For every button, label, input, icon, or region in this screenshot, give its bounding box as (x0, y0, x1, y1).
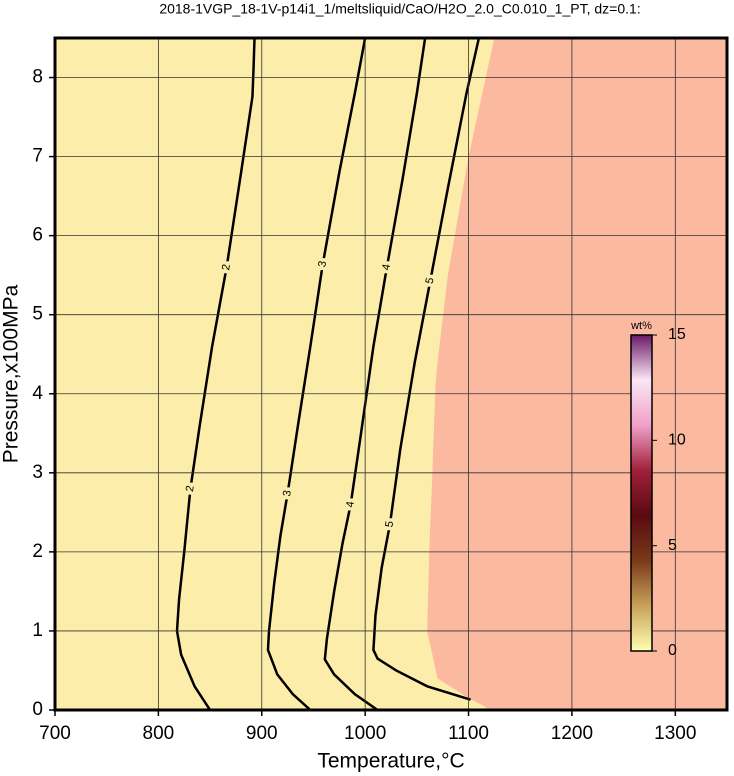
chart-title: 2018-1VGP_18-1V-p14i1_1/meltsliquid/CaO/… (159, 1, 640, 17)
colorbar-tick-label: 5 (668, 537, 677, 554)
x-tick-label: 900 (246, 723, 278, 744)
contour-label: 3 (281, 489, 294, 497)
colorbar-tick-label: 0 (668, 642, 677, 659)
contour-label-bg (282, 487, 293, 500)
y-tick-label: 4 (32, 383, 43, 404)
contour-label-bg (381, 261, 392, 274)
x-tick-label: 800 (143, 723, 175, 744)
colorbar (630, 334, 653, 652)
x-tick-label: 700 (39, 723, 71, 744)
y-tick-label: 5 (32, 304, 43, 325)
contour-line (372, 38, 481, 701)
contour-label-bg (185, 482, 196, 495)
y-tick-label: 2 (32, 541, 43, 562)
contour-label-bg (345, 498, 356, 511)
contour-label-bg (384, 518, 395, 531)
contour-label: 2 (220, 263, 233, 271)
contour-label: 3 (316, 260, 329, 268)
y-tick-label: 7 (32, 146, 43, 167)
contour-line (323, 38, 427, 710)
plot-frame (53, 36, 729, 712)
colorbar-label: wt% (630, 320, 652, 332)
colorbar-tick-label: 15 (668, 326, 686, 343)
x-tick-label: 1000 (344, 723, 386, 744)
contour-label-bg (221, 261, 232, 274)
colorbar-tick-label: 10 (668, 432, 686, 449)
y-tick-label: 8 (32, 67, 43, 88)
contour-line (266, 38, 367, 710)
x-axis-label: Temperature,°C (317, 750, 464, 773)
contour-label-bg (317, 258, 328, 271)
contour-label: 5 (384, 520, 397, 528)
y-tick-label: 0 (32, 699, 43, 720)
x-tick-label: 1200 (551, 723, 593, 744)
y-axis-label: Pressure,x100MPa (0, 284, 23, 463)
x-tick-label: 1300 (654, 723, 696, 744)
y-tick-label: 3 (32, 462, 43, 483)
y-tick-label: 6 (32, 225, 43, 246)
x-tick-label: 1100 (448, 723, 489, 744)
contour-label: 4 (344, 501, 357, 509)
contour-label: 2 (184, 485, 197, 493)
plot-area: 2 2 3 3 4 4 5 5 (55, 38, 727, 710)
contour-label: 5 (424, 277, 437, 285)
contour-line (175, 38, 256, 710)
contour-label: 4 (380, 263, 393, 271)
y-tick-label: 1 (32, 620, 43, 641)
contour-label-bg (425, 274, 436, 287)
